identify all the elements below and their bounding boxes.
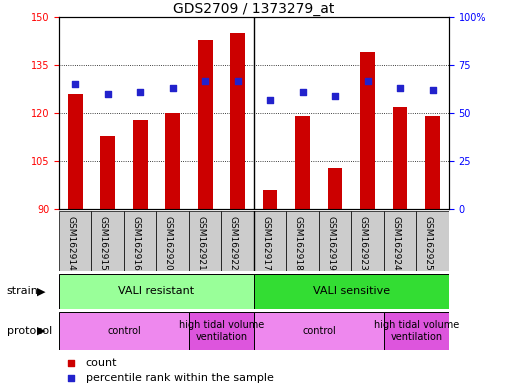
Bar <box>384 312 449 350</box>
Text: GSM162921: GSM162921 <box>196 216 205 271</box>
Bar <box>263 190 278 209</box>
Point <box>71 81 80 88</box>
Bar <box>222 211 254 271</box>
Bar <box>393 107 407 209</box>
Text: high tidal volume
ventilation: high tidal volume ventilation <box>374 320 459 342</box>
Point <box>311 195 320 201</box>
Text: strain: strain <box>7 286 38 296</box>
Point <box>396 85 404 91</box>
Text: GSM162924: GSM162924 <box>391 216 400 271</box>
Bar <box>286 211 319 271</box>
Bar <box>295 116 310 209</box>
Text: ▶: ▶ <box>37 326 46 336</box>
Text: GSM162920: GSM162920 <box>164 216 173 271</box>
Bar <box>101 136 115 209</box>
Bar <box>425 116 440 209</box>
Text: GSM162916: GSM162916 <box>131 216 140 271</box>
Bar <box>417 211 449 271</box>
Bar <box>68 94 83 209</box>
Bar <box>254 211 286 271</box>
Text: GSM162914: GSM162914 <box>66 216 75 271</box>
Text: GSM162918: GSM162918 <box>293 216 303 271</box>
Text: control: control <box>302 326 336 336</box>
Bar <box>133 120 148 209</box>
Text: GSM162917: GSM162917 <box>261 216 270 271</box>
Bar <box>189 312 254 350</box>
Bar <box>384 211 417 271</box>
Bar <box>319 211 351 271</box>
Bar <box>198 40 212 209</box>
Bar <box>254 274 449 309</box>
Text: count: count <box>86 358 117 368</box>
Text: GSM162919: GSM162919 <box>326 216 335 271</box>
Point <box>233 78 242 84</box>
Bar <box>351 211 384 271</box>
Text: GSM162915: GSM162915 <box>98 216 108 271</box>
Bar <box>59 211 91 271</box>
Text: percentile rank within the sample: percentile rank within the sample <box>86 373 273 383</box>
Point <box>266 97 274 103</box>
Point <box>201 78 209 84</box>
Point <box>364 78 372 84</box>
Text: VALI sensitive: VALI sensitive <box>313 286 390 296</box>
Bar <box>59 312 189 350</box>
Point <box>428 87 437 93</box>
Text: control: control <box>107 326 141 336</box>
Title: GDS2709 / 1373279_at: GDS2709 / 1373279_at <box>173 2 334 16</box>
Text: GSM162922: GSM162922 <box>229 216 238 271</box>
Text: GSM162925: GSM162925 <box>424 216 432 271</box>
Point <box>299 89 307 95</box>
Bar <box>124 211 156 271</box>
Bar <box>59 274 254 309</box>
Point <box>331 93 339 99</box>
Point <box>311 329 320 335</box>
Bar <box>328 168 343 209</box>
Bar <box>156 211 189 271</box>
Text: ▶: ▶ <box>37 286 46 296</box>
Bar <box>254 312 384 350</box>
Text: VALI resistant: VALI resistant <box>119 286 194 296</box>
Point <box>136 89 144 95</box>
Bar <box>165 113 180 209</box>
Bar <box>189 211 222 271</box>
Point <box>104 91 112 97</box>
Bar <box>91 211 124 271</box>
Text: GSM162923: GSM162923 <box>359 216 368 271</box>
Point <box>169 85 177 91</box>
Text: high tidal volume
ventilation: high tidal volume ventilation <box>179 320 264 342</box>
Text: protocol: protocol <box>7 326 52 336</box>
Bar <box>230 33 245 209</box>
Bar <box>360 53 375 209</box>
